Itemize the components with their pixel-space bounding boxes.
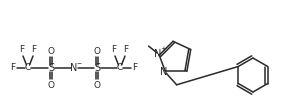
Text: S: S <box>48 63 54 73</box>
Text: O: O <box>94 47 101 55</box>
Text: F: F <box>123 45 129 54</box>
Text: N: N <box>70 63 78 73</box>
Text: O: O <box>47 47 55 55</box>
Text: F: F <box>112 45 117 54</box>
Text: O: O <box>47 81 55 89</box>
Text: N: N <box>154 49 161 59</box>
Text: S: S <box>94 63 100 73</box>
Text: C: C <box>117 64 123 72</box>
Text: O: O <box>94 81 101 89</box>
Text: F: F <box>19 45 24 54</box>
Text: −: − <box>76 60 82 66</box>
Text: +: + <box>160 46 166 52</box>
Text: F: F <box>132 64 137 72</box>
Text: F: F <box>10 64 16 72</box>
Text: N: N <box>160 67 168 77</box>
Text: C: C <box>25 64 31 72</box>
Text: F: F <box>32 45 37 54</box>
